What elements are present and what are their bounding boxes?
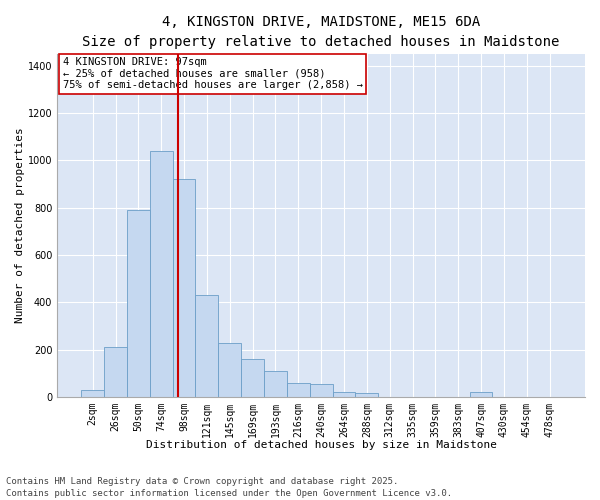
Bar bbox=[81, 390, 104, 397]
Bar bbox=[264, 371, 287, 397]
Y-axis label: Number of detached properties: Number of detached properties bbox=[15, 128, 25, 324]
Bar bbox=[310, 384, 332, 397]
Bar bbox=[287, 383, 310, 397]
Bar bbox=[173, 180, 196, 397]
Title: 4, KINGSTON DRIVE, MAIDSTONE, ME15 6DA
Size of property relative to detached hou: 4, KINGSTON DRIVE, MAIDSTONE, ME15 6DA S… bbox=[82, 15, 560, 48]
Bar bbox=[332, 392, 355, 397]
Text: Contains HM Land Registry data © Crown copyright and database right 2025.
Contai: Contains HM Land Registry data © Crown c… bbox=[6, 476, 452, 498]
Bar bbox=[241, 359, 264, 397]
Bar bbox=[196, 296, 218, 397]
X-axis label: Distribution of detached houses by size in Maidstone: Distribution of detached houses by size … bbox=[146, 440, 497, 450]
Text: 4 KINGSTON DRIVE: 97sqm
← 25% of detached houses are smaller (958)
75% of semi-d: 4 KINGSTON DRIVE: 97sqm ← 25% of detache… bbox=[62, 58, 362, 90]
Bar bbox=[355, 393, 378, 397]
Bar bbox=[218, 342, 241, 397]
Bar bbox=[127, 210, 150, 397]
Bar bbox=[104, 348, 127, 397]
Bar bbox=[150, 151, 173, 397]
Bar bbox=[470, 392, 493, 397]
